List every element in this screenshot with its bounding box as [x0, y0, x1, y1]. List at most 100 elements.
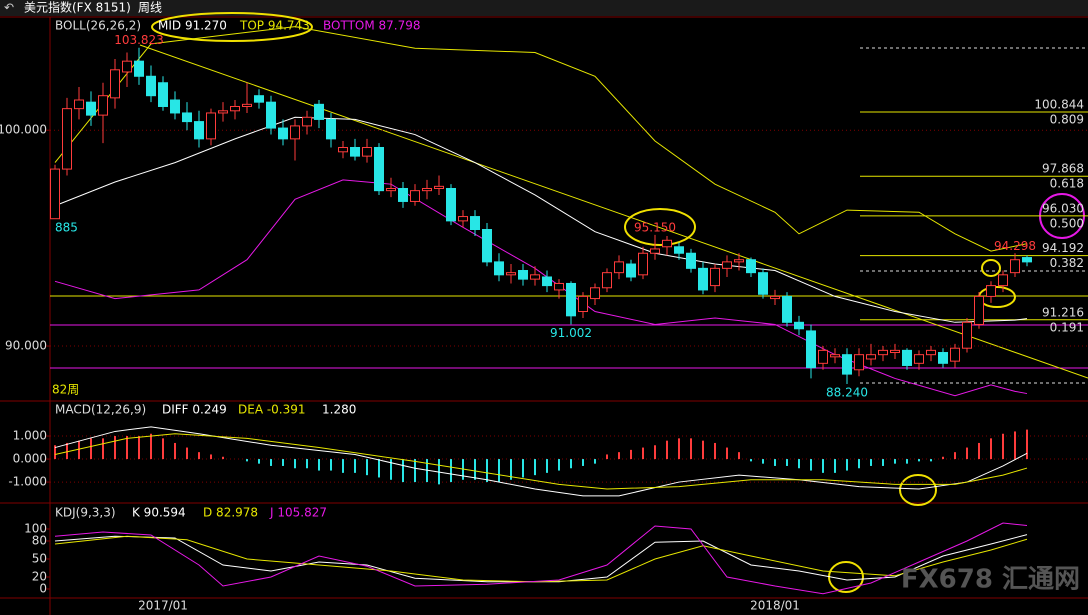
y-tick-label: 50: [32, 552, 47, 566]
candle-body: [506, 272, 516, 276]
candle-body: [866, 354, 876, 360]
candle-body: [1022, 257, 1032, 263]
candle-body: [542, 276, 552, 287]
candle-body: [446, 187, 456, 222]
candle-body: [98, 95, 108, 116]
candle-body: [398, 187, 408, 202]
candle-body: [602, 272, 612, 289]
y-tick-label: 90.000: [5, 339, 47, 353]
candle-body: [266, 101, 276, 129]
extreme-label: 95.150: [634, 220, 676, 234]
candle-body: [722, 261, 732, 269]
fib-value: 94.192: [1042, 241, 1084, 255]
fib-ratio: 0.500: [1050, 216, 1084, 230]
candle-body: [386, 187, 396, 192]
extreme-label: 91.002: [550, 326, 592, 340]
candle-body: [254, 95, 264, 103]
candle-body: [170, 99, 180, 114]
candle-body: [590, 287, 600, 300]
candle-body: [146, 75, 156, 97]
y-tick-label: 20: [32, 570, 47, 584]
candle-body: [350, 146, 360, 157]
candle-body: [746, 259, 756, 274]
candle-body: [878, 349, 888, 356]
candle-body: [314, 103, 324, 120]
legend-entry: J 105.827: [269, 506, 327, 520]
chart-title: 美元指数(FX 8151): [24, 0, 131, 15]
extreme-label: 88.240: [826, 386, 868, 400]
candle-body: [74, 99, 84, 110]
x-tick-label: 2017/01: [138, 599, 188, 613]
candle-body: [986, 285, 996, 297]
candle-body: [470, 216, 480, 231]
y-tick-label: -1.000: [8, 475, 47, 489]
x-tick-label: 2018/01: [750, 599, 800, 613]
candle-body: [914, 354, 924, 364]
back-icon[interactable]: ↶: [4, 1, 14, 15]
legend-entry: K 90.594: [132, 506, 186, 520]
indicator-line: [54, 26, 1028, 252]
fib-ratio: 0.191: [1050, 320, 1084, 334]
candle-body: [50, 168, 60, 220]
candle-body: [494, 261, 504, 276]
candle-body: [962, 321, 972, 349]
candle-body: [782, 295, 792, 323]
y-tick-label: 0.000: [13, 452, 47, 466]
candle-body: [86, 101, 96, 116]
candle-body: [650, 248, 660, 254]
candle-body: [338, 146, 348, 153]
legend-entry: DIFF 0.249: [162, 403, 227, 417]
bar-count: 82周: [52, 383, 79, 397]
candle-body: [230, 105, 240, 112]
candle-body: [614, 261, 624, 274]
candle-body: [998, 274, 1008, 287]
candle-body: [458, 216, 468, 222]
indicator-line: [54, 535, 1028, 583]
highlight-ellipses: [151, 12, 1085, 593]
legend-entry: D 82.978: [203, 506, 258, 520]
candle-body: [566, 282, 576, 317]
legend-entry: MID 91.270: [158, 19, 227, 33]
fib-ratio: 0.382: [1050, 256, 1084, 270]
indicator-line: [54, 534, 1028, 583]
candle-body: [1010, 259, 1020, 274]
candle-body: [374, 146, 384, 192]
y-tick-label: 1.000: [13, 429, 47, 443]
candle-body: [554, 282, 564, 291]
y-tick-label: 0: [39, 582, 47, 596]
indicator-title: MACD(12,26,9): [55, 403, 146, 417]
candle-body: [302, 116, 312, 127]
candle-body: [242, 103, 252, 107]
candle-body: [518, 270, 528, 280]
candle-body: [842, 354, 852, 375]
candle-body: [770, 295, 780, 300]
indicator-title: BOLL(26,26,2): [55, 19, 141, 33]
candle-body: [854, 354, 864, 371]
candle-body: [806, 330, 816, 369]
candle-body: [626, 263, 636, 278]
candle-body: [926, 349, 936, 356]
indicator-line: [54, 116, 1028, 323]
candle-body: [950, 347, 960, 362]
title-bar: [0, 0, 1088, 16]
y-tick-label: 80: [32, 534, 47, 548]
extreme-label: 103.823: [114, 33, 164, 47]
indicator-line: [54, 179, 1028, 397]
period[interactable]: 周线: [138, 1, 162, 15]
extreme-label: 94.298: [994, 239, 1036, 253]
candle-body: [122, 60, 132, 73]
indicator-line: [54, 426, 1028, 497]
candle-body: [482, 229, 492, 263]
candle-body: [638, 252, 648, 276]
extreme-label: 885: [55, 221, 78, 235]
fib-ratio: 0.618: [1050, 177, 1084, 191]
fib-value: 97.868: [1042, 162, 1084, 176]
candle-body: [830, 354, 840, 358]
candle-body: [710, 267, 720, 287]
candle-body: [674, 246, 684, 254]
fib-value: 100.844: [1034, 98, 1084, 112]
candle-body: [182, 112, 192, 123]
candle-body: [902, 349, 912, 366]
fib-value: 91.216: [1042, 305, 1084, 319]
